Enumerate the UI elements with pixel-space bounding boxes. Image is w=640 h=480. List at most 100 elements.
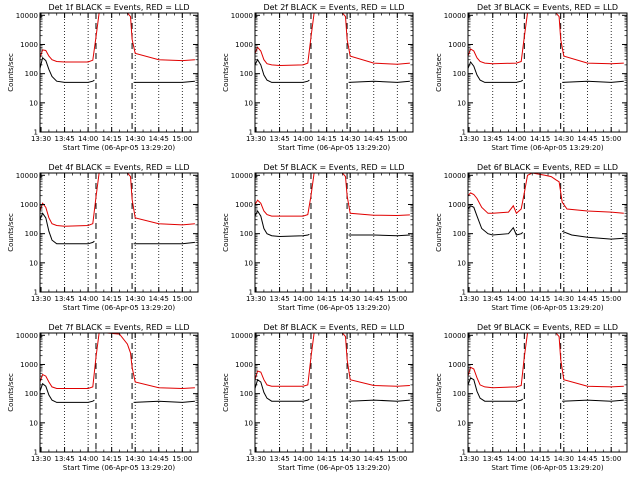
events-series-line (255, 209, 410, 238)
y-tick-label: 1000 (235, 41, 253, 49)
y-axis-label: Counts/sec (435, 213, 443, 252)
x-tick-label: 13:45 (269, 455, 289, 463)
x-tick-label: 15:00 (387, 135, 407, 143)
x-tick-label: 14:15 (530, 135, 550, 143)
y-axis-label: Counts/sec (7, 213, 15, 252)
x-tick-label: 14:45 (149, 455, 169, 463)
lld-series-line (468, 13, 624, 65)
x-tick-label: 13:45 (483, 135, 503, 143)
x-axis-label: Start Time (06-Apr-05 13:29:20) (491, 304, 603, 312)
x-tick-label: 15:00 (172, 455, 192, 463)
x-tick-label: 13:30 (459, 295, 479, 303)
x-axis-label: Start Time (06-Apr-05 13:29:20) (278, 464, 390, 472)
x-tick-label: 14:00 (293, 455, 313, 463)
x-tick-label: 14:30 (554, 135, 574, 143)
x-tick-label: 13:30 (31, 135, 51, 143)
x-tick-label: 14:15 (317, 135, 337, 143)
x-tick-label: 14:15 (317, 295, 337, 303)
panel-title: Det 3f BLACK = Events, RED = LLD (477, 3, 618, 12)
panel-title: Det 2f BLACK = Events, RED = LLD (263, 3, 404, 12)
x-tick-label: 15:00 (601, 295, 621, 303)
events-series-line (468, 205, 624, 240)
lld-series-line (40, 13, 195, 63)
y-tick-label: 100 (453, 70, 466, 78)
x-tick-label: 14:00 (78, 295, 98, 303)
x-tick-label: 14:45 (577, 455, 597, 463)
events-series-line (255, 378, 410, 402)
y-tick-label: 1 (249, 129, 253, 137)
x-tick-label: 15:00 (387, 455, 407, 463)
panel-title: Det 9f BLACK = Events, RED = LLD (477, 323, 618, 332)
y-tick-label: 10 (244, 99, 253, 107)
y-tick-label: 1 (249, 449, 253, 457)
x-tick-label: 13:45 (269, 135, 289, 143)
plot-frame (467, 332, 628, 453)
y-tick-label: 10 (29, 259, 38, 267)
y-tick-label: 1000 (20, 361, 38, 369)
y-tick-label: 10 (29, 99, 38, 107)
x-tick-label: 15:00 (172, 135, 192, 143)
events-series-line (40, 56, 195, 83)
x-tick-label: 14:30 (125, 455, 145, 463)
lld-series-line (40, 333, 195, 390)
plot-frame (254, 172, 414, 293)
x-tick-label: 14:00 (293, 135, 313, 143)
x-axis-label: Start Time (06-Apr-05 13:29:20) (278, 144, 390, 152)
y-tick-label: 1 (34, 289, 38, 297)
x-tick-label: 14:15 (102, 135, 122, 143)
y-tick-label: 100 (453, 230, 466, 238)
y-tick-label: 100 (453, 390, 466, 398)
events-series-line (468, 377, 624, 402)
x-tick-label: 14:15 (102, 455, 122, 463)
panel-title: Det 8f BLACK = Events, RED = LLD (263, 323, 404, 332)
x-tick-label: 13:45 (483, 295, 503, 303)
x-tick-label: 14:30 (554, 295, 574, 303)
events-series-line (40, 382, 195, 403)
y-tick-label: 10000 (444, 332, 466, 340)
panel-det-8: Det 8f BLACK = Events, RED = LLD 1 10 100 10… (222, 323, 414, 472)
lld-series-line (255, 13, 410, 67)
plot-frame (254, 12, 414, 133)
panel-title: Det 5f BLACK = Events, RED = LLD (263, 163, 404, 172)
panel-det-7: Det 7f BLACK = Events, RED = LLD 1 10 100 10… (7, 323, 199, 472)
y-tick-label: 10000 (231, 12, 253, 20)
x-axis-label: Start Time (06-Apr-05 13:29:20) (491, 464, 603, 472)
y-tick-label: 10000 (16, 12, 38, 20)
x-tick-label: 14:30 (340, 295, 360, 303)
x-tick-label: 14:00 (78, 455, 98, 463)
plot-frame (39, 332, 199, 453)
y-tick-label: 100 (240, 70, 253, 78)
y-tick-label: 1000 (20, 201, 38, 209)
panel-det-9: Det 9f BLACK = Events, RED = LLD 1 10 100 10… (435, 323, 628, 472)
lld-series-line (468, 333, 624, 389)
x-tick-label: 14:00 (506, 135, 526, 143)
panel-det-3: Det 3f BLACK = Events, RED = LLD 1 10 100 10… (435, 3, 628, 152)
events-series-line (255, 58, 410, 83)
y-tick-label: 100 (25, 230, 38, 238)
y-tick-label: 10 (29, 419, 38, 427)
y-axis-label: Counts/sec (7, 373, 15, 412)
y-tick-label: 10 (457, 99, 466, 107)
y-tick-label: 1 (34, 129, 38, 137)
panel-title: Det 7f BLACK = Events, RED = LLD (48, 323, 189, 332)
lld-series-line (40, 173, 195, 227)
y-tick-label: 1000 (235, 201, 253, 209)
x-tick-label: 14:15 (317, 455, 337, 463)
y-tick-label: 10000 (16, 332, 38, 340)
x-tick-label: 13:45 (483, 455, 503, 463)
y-tick-label: 10 (457, 259, 466, 267)
x-tick-label: 14:15 (530, 295, 550, 303)
x-tick-label: 13:45 (54, 295, 74, 303)
x-tick-label: 14:00 (506, 455, 526, 463)
x-tick-label: 14:30 (340, 455, 360, 463)
y-tick-label: 10000 (16, 172, 38, 180)
x-tick-label: 14:45 (577, 135, 597, 143)
x-tick-label: 15:00 (387, 295, 407, 303)
x-tick-label: 14:00 (506, 295, 526, 303)
panel-det-2: Det 2f BLACK = Events, RED = LLD 1 10 100 10… (222, 3, 414, 152)
plot-frame (467, 172, 628, 293)
x-tick-label: 14:00 (78, 135, 98, 143)
x-tick-label: 13:30 (246, 455, 266, 463)
y-tick-label: 1000 (448, 41, 466, 49)
y-axis-label: Counts/sec (7, 53, 15, 92)
